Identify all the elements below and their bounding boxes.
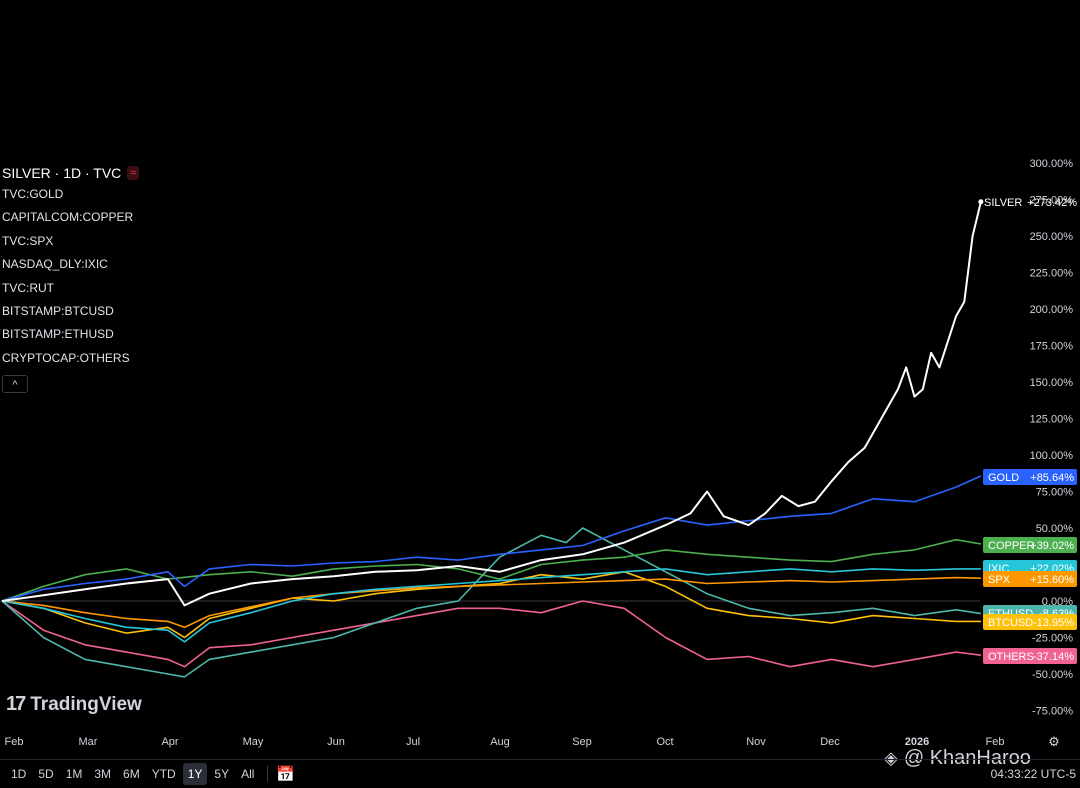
x-tick-label: Aug xyxy=(490,736,510,748)
range-5d-button[interactable]: 5D xyxy=(38,767,54,781)
binance-diamond-icon: ◈ xyxy=(884,748,898,768)
chevron-up-icon: ^ xyxy=(12,379,18,391)
y-tick-label: 300.00% xyxy=(1030,158,1074,170)
legend-item-spx[interactable]: TVC:SPX xyxy=(2,233,54,248)
series-line-spx xyxy=(1,576,981,629)
range-ytd-button[interactable]: YTD xyxy=(151,767,176,781)
legend-item-gold[interactable]: TVC:GOLD xyxy=(2,187,64,201)
y-tick-label: 225.00% xyxy=(1030,268,1074,280)
price-label-bg xyxy=(983,571,1077,587)
price-label-value: +15.60% xyxy=(1030,574,1074,586)
price-label-spx[interactable]: SPX +15.60% xyxy=(983,571,1077,587)
y-tick-label: -50.00% xyxy=(1032,669,1073,681)
x-tick-label: Oct xyxy=(656,736,673,748)
x-tick-label: Mar xyxy=(79,736,98,748)
legend-item-copper[interactable]: CAPITALCOM:COPPER xyxy=(2,210,134,225)
series-line-ixic xyxy=(1,568,981,643)
legend-item-others[interactable]: CRYPTOCAP:OTHERS xyxy=(2,350,130,365)
price-label-others[interactable]: OTHERS -37.14% xyxy=(983,648,1077,664)
legend-item-rut[interactable]: TVC:RUT xyxy=(2,280,54,295)
price-label-name: BTCUSD xyxy=(988,617,1033,629)
price-label-value: -13.95% xyxy=(1033,617,1074,629)
x-tick-label: Jun xyxy=(327,736,345,748)
gear-icon[interactable]: ⚙ xyxy=(1048,734,1060,749)
wave-icon[interactable]: ≈ xyxy=(127,166,140,180)
price-label-copper[interactable]: COPPER+39.02% xyxy=(983,537,1077,553)
range-5y-button[interactable]: 5Y xyxy=(214,767,230,781)
series-price-labels: SILVER +273.42%GOLD +85.64%COPPER+39.02%IX… xyxy=(978,197,1077,664)
y-tick-label: 175.00% xyxy=(1030,341,1074,353)
y-tick-label: 75.00% xyxy=(1036,487,1074,499)
price-label-name: COPPER xyxy=(988,540,1035,552)
price-label-silver[interactable]: SILVER +273.42% xyxy=(978,197,1077,209)
y-tick-label: 250.00% xyxy=(1030,231,1074,243)
price-label-value: +85.64% xyxy=(1030,472,1074,484)
calendar-goto-icon[interactable]: 📅 xyxy=(276,766,296,783)
price-label-name: SPX xyxy=(988,574,1011,586)
price-label-bg xyxy=(983,469,1077,485)
legend-item-btcusd[interactable]: BITSTAMP:BTCUSD xyxy=(2,303,114,318)
utc-clock[interactable]: 04:33:22 UTC-5 xyxy=(990,767,1076,781)
range-6m-button[interactable]: 6M xyxy=(123,767,140,781)
y-tick-label: 125.00% xyxy=(1030,414,1074,426)
credit-text: @ KhanHaroo xyxy=(903,747,1031,769)
legend-title-text: SILVER · 1D · TVC xyxy=(2,165,122,181)
tradingview-logo: 17 xyxy=(6,693,26,715)
y-tick-label: -75.00% xyxy=(1032,706,1073,718)
series-line-silver xyxy=(1,201,982,607)
price-label-value: +273.42% xyxy=(1027,197,1077,209)
range-1d-button[interactable]: 1D xyxy=(11,767,27,781)
price-label-btcusd[interactable]: BTCUSD -13.95% xyxy=(983,614,1077,630)
y-tick-label: 200.00% xyxy=(1030,304,1074,316)
price-label-bg xyxy=(983,614,1077,630)
range-3m-button[interactable]: 3M xyxy=(94,767,112,781)
legend-item-ethusd[interactable]: BITSTAMP:ETHUSD xyxy=(2,327,114,342)
x-tick-label: Feb xyxy=(986,736,1005,748)
y-tick-label: 275.00% xyxy=(1030,195,1074,207)
x-tick-label: Sep xyxy=(572,736,592,748)
legend-item-ixic[interactable]: NASDAQ_DLY:IXIC xyxy=(2,257,108,272)
tradingview-name: TradingView xyxy=(30,693,142,715)
price-label-value: +39.02% xyxy=(1030,540,1074,552)
series-line-others xyxy=(1,600,981,668)
y-axis: 300.00% 275.00% 250.00% 225.00% 200.00% 175.0… xyxy=(1030,158,1074,718)
range-1y-button[interactable]: 1Y xyxy=(182,763,208,785)
price-label-name: SILVER xyxy=(984,197,1022,209)
series-line-ethusd xyxy=(1,527,982,678)
x-tick-label: Nov xyxy=(746,736,766,748)
price-label-gold[interactable]: GOLD +85.64% xyxy=(983,469,1077,485)
series-end-dot xyxy=(978,199,984,205)
price-label-value: -37.14% xyxy=(1033,651,1074,663)
x-tick-label: May xyxy=(243,736,264,748)
y-tick-label: -25.00% xyxy=(1032,633,1073,645)
price-label-bg xyxy=(983,648,1077,664)
toolbar-divider xyxy=(267,766,269,782)
legend-collapse-button[interactable]: ^ xyxy=(2,375,28,393)
range-1m-button[interactable]: 1M xyxy=(65,767,83,781)
bottom-toolbar: 1D 5D 1M 3M 6M YTD 1Y 5Y All 📅 xyxy=(0,759,1080,788)
price-label-name: OTHERS xyxy=(988,651,1034,663)
range-all-button[interactable]: All xyxy=(241,767,255,781)
series-layer xyxy=(1,201,982,678)
x-axis: Feb Mar Apr May Jun Jul Aug Sep Oct Nov Dec 2026 Feb… xyxy=(5,734,1060,749)
price-label-bg xyxy=(983,537,1077,553)
y-tick-label: 100.00% xyxy=(1030,450,1074,462)
x-tick-label: Dec xyxy=(820,736,840,748)
legend-main-symbol[interactable]: SILVER · 1D · TVC ≈ xyxy=(2,163,140,183)
price-label-name: GOLD xyxy=(988,472,1019,484)
x-tick-label: Apr xyxy=(161,736,178,748)
x-tick-label: Feb xyxy=(5,736,24,748)
chart-legend: SILVER · 1D · TVC ≈ TVC:GOLD CAPITALCOM:… xyxy=(2,163,140,370)
x-tick-label: 2026 xyxy=(905,736,929,748)
tradingview-watermark: 17 TradingView xyxy=(6,693,142,716)
series-line-gold xyxy=(1,475,982,602)
y-tick-label: 50.00% xyxy=(1036,523,1074,535)
credit-watermark: ◈ @ KhanHaroo xyxy=(884,747,1031,770)
y-tick-label: 150.00% xyxy=(1030,377,1074,389)
x-tick-label: Jul xyxy=(406,736,420,748)
